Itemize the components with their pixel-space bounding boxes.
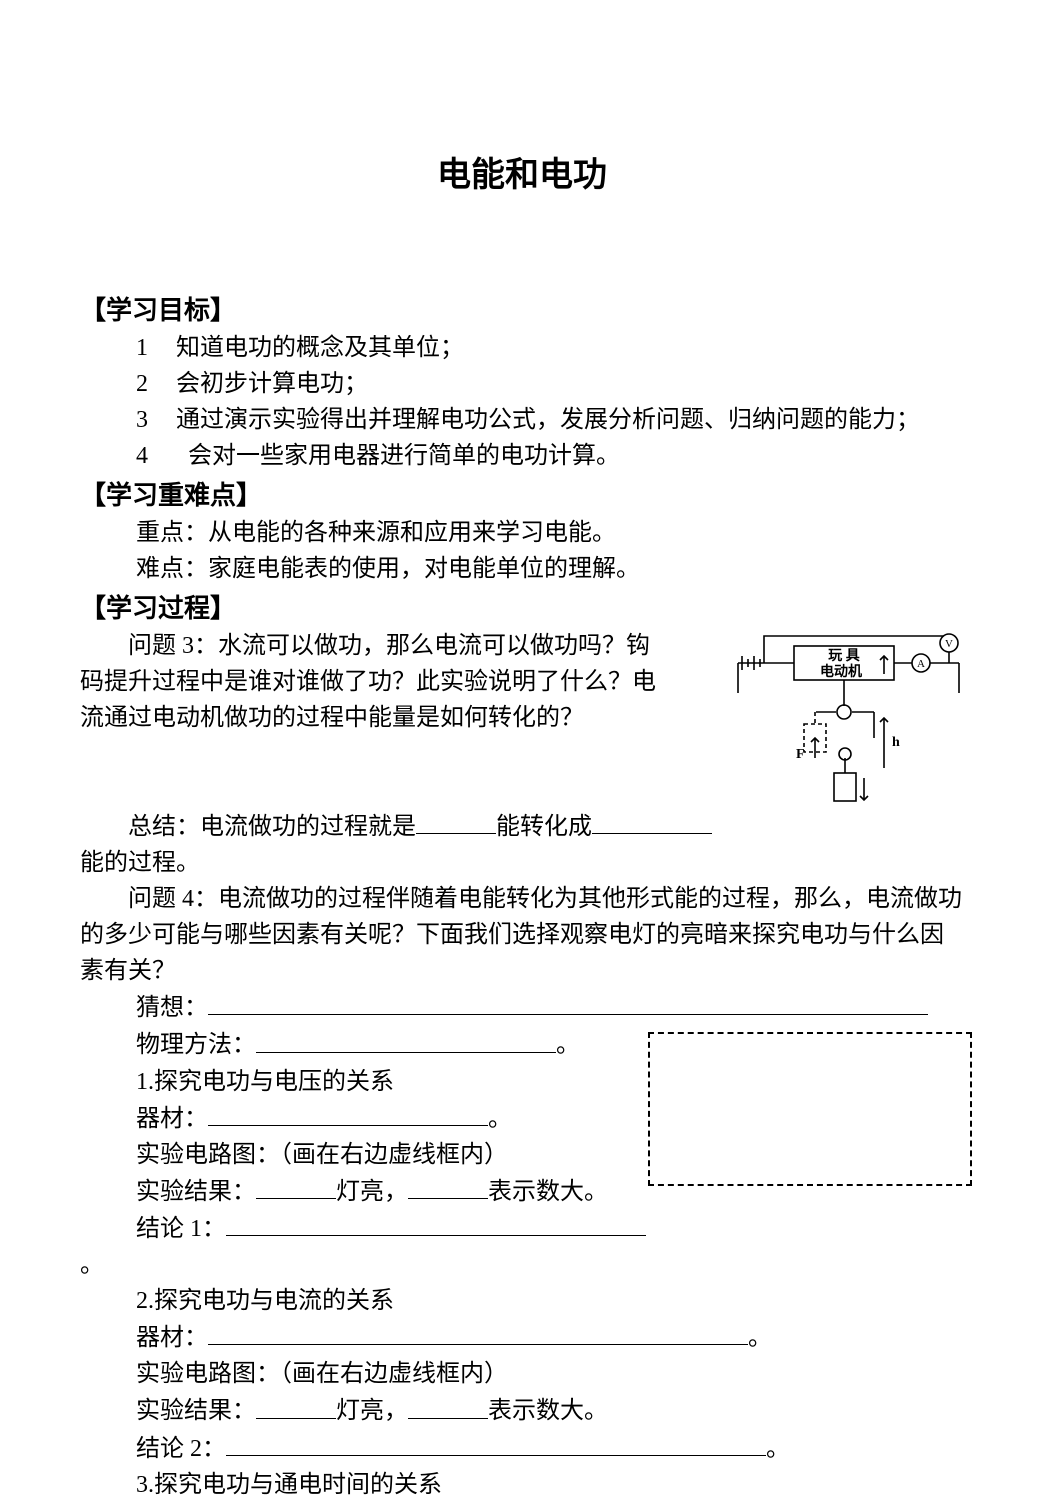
- period: 。: [766, 1436, 790, 1462]
- fill-blank[interactable]: [256, 1026, 556, 1052]
- period: 。: [488, 1106, 512, 1132]
- force-label: F: [796, 747, 805, 762]
- ammeter-label: A: [917, 658, 925, 670]
- question-4: 问题 4：电流做功的过程伴随着电能转化为其他形式能的过程，那么，电流做功的多少可…: [80, 881, 964, 989]
- exp3-title: 3.探究电功与通电时间的关系: [80, 1467, 964, 1503]
- fill-blank[interactable]: [256, 1173, 336, 1199]
- list-number: 3: [136, 402, 176, 438]
- voltmeter-label: V: [945, 638, 953, 650]
- motor-label-1: 玩 具: [828, 648, 860, 664]
- result-row-2: 实验结果： 灯亮， 表示数大。: [80, 1392, 964, 1429]
- fill-blank[interactable]: [408, 1392, 488, 1418]
- fill-blank[interactable]: [592, 808, 712, 834]
- focus-point: 重点：从电能的各种来源和应用来学习电能。: [80, 515, 964, 551]
- conclusion1-label: 结论 1：: [136, 1216, 226, 1242]
- guess-row: 猜想：: [80, 989, 964, 1026]
- equip-label: 器材：: [136, 1325, 208, 1351]
- method-label: 物理方法：: [136, 1033, 256, 1059]
- fill-blank[interactable]: [226, 1430, 766, 1456]
- exp2-title: 2.探究电功与电流的关系: [80, 1283, 964, 1319]
- list-number: 4: [136, 438, 176, 474]
- fill-blank[interactable]: [208, 1319, 748, 1345]
- conclusion2-row: 结论 2： 。: [80, 1430, 964, 1467]
- fill-blank[interactable]: [208, 1100, 488, 1126]
- terminal-period: 。: [80, 1247, 964, 1283]
- fill-blank[interactable]: [256, 1392, 336, 1418]
- fill-blank[interactable]: [208, 989, 928, 1015]
- summary-line: 总结：电流做功的过程就是 能转化成: [80, 808, 964, 845]
- goals-list: 1知道电功的概念及其单位； 2会初步计算电功； 3通过演示实验得出并理解电功公式…: [80, 330, 964, 474]
- process-heading: 【学习过程】: [80, 589, 964, 628]
- period: 。: [748, 1325, 772, 1351]
- goal-item: 通过演示实验得出并理解电功公式，发展分析问题、归纳问题的能力；: [176, 402, 920, 438]
- circuit-label-2: 实验电路图：（画在右边虚线框内）: [80, 1356, 964, 1392]
- equip-row-2: 器材： 。: [80, 1319, 964, 1356]
- result-mid: 灯亮，: [336, 1399, 408, 1425]
- goal-item: 会初步计算电功；: [176, 366, 368, 402]
- focus-heading: 【学习重难点】: [80, 476, 964, 515]
- result-tail: 表示数大。: [488, 1179, 608, 1205]
- summary-tail: 能的过程。: [80, 845, 964, 881]
- goals-heading: 【学习目标】: [80, 291, 964, 330]
- question-3: 问题 3：水流可以做功，那么电流可以做功吗？钩码提升过程中是谁对谁做了功？此实验…: [80, 628, 660, 736]
- list-number: 1: [136, 330, 176, 366]
- circuit-diagram: V 玩 具 电动机 A: [734, 628, 964, 808]
- goal-item: 知道电功的概念及其单位；: [176, 330, 464, 366]
- result-prefix: 实验结果：: [136, 1179, 256, 1205]
- summary-mid: 能转化成: [496, 814, 592, 840]
- difficult-point: 难点：家庭电能表的使用，对电能单位的理解。: [80, 551, 964, 587]
- list-number: 2: [136, 366, 176, 402]
- page-title: 电能和电功: [80, 150, 964, 201]
- conclusion1-row: 结论 1：: [80, 1210, 964, 1247]
- conclusion2-label: 结论 2：: [136, 1436, 226, 1462]
- fill-blank[interactable]: [408, 1173, 488, 1199]
- result-prefix: 实验结果：: [136, 1399, 256, 1425]
- goal-item: 会对一些家用电器进行简单的电功计算。: [188, 438, 620, 474]
- fill-blank[interactable]: [416, 808, 496, 834]
- fill-blank[interactable]: [226, 1210, 646, 1236]
- result-tail: 表示数大。: [488, 1399, 608, 1425]
- period: 。: [556, 1033, 580, 1059]
- equip-label: 器材：: [136, 1106, 208, 1132]
- height-label: h: [892, 735, 900, 750]
- guess-label: 猜想：: [136, 995, 208, 1021]
- circuit-drawing-box[interactable]: [648, 1032, 972, 1186]
- result-mid: 灯亮，: [336, 1179, 408, 1205]
- motor-label-2: 电动机: [820, 663, 862, 680]
- summary-prefix: 总结：电流做功的过程就是: [80, 809, 416, 845]
